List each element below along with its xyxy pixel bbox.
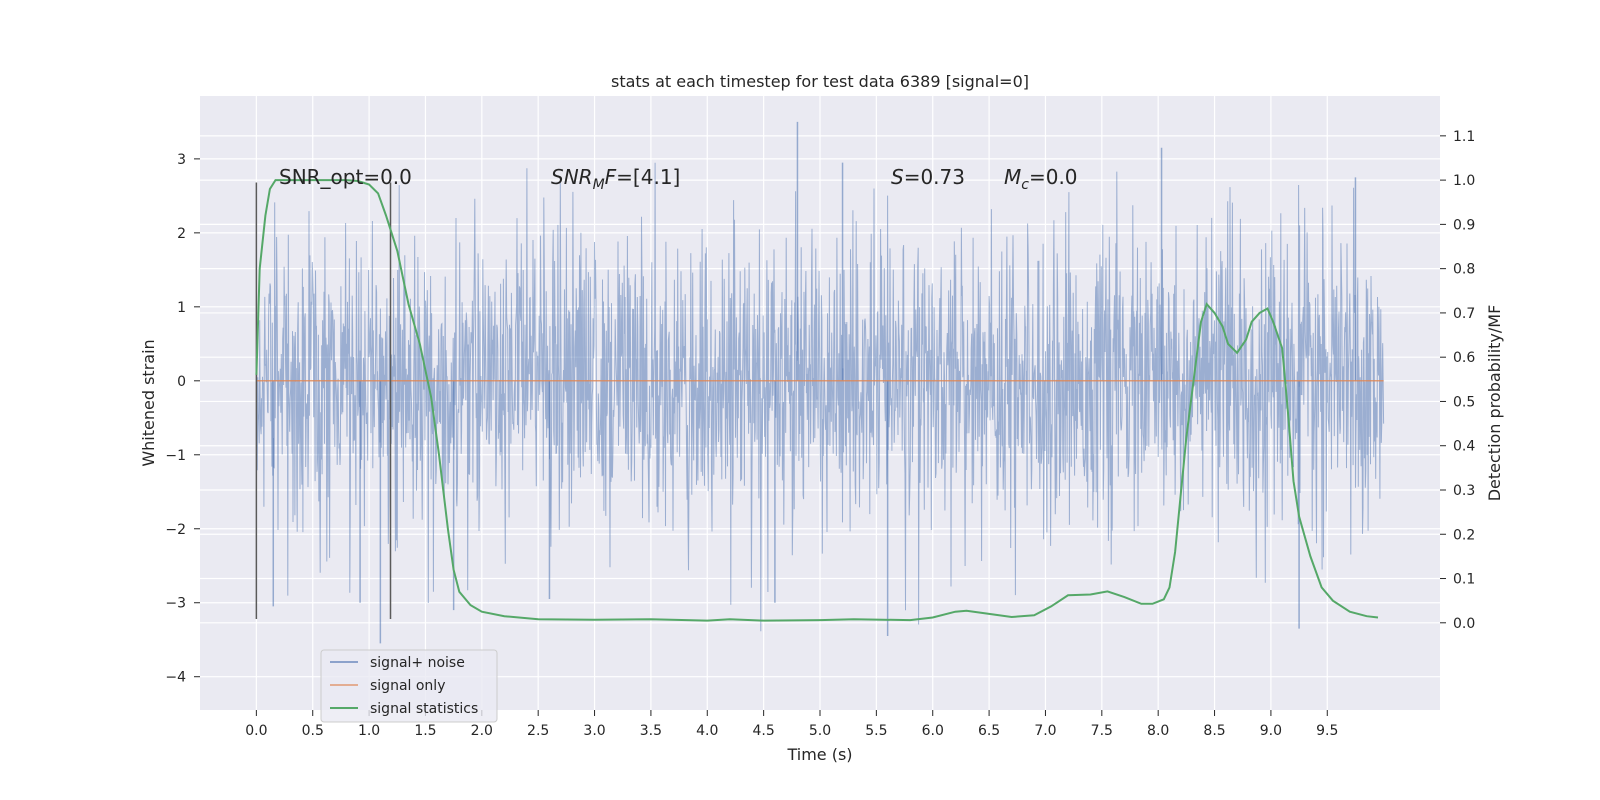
y-left-tick-label: −1 bbox=[165, 448, 186, 464]
y-right-tick-label: 0.5 bbox=[1453, 394, 1475, 410]
x-tick-label: 5.5 bbox=[865, 723, 887, 739]
y-right-tick-label: 0.3 bbox=[1453, 483, 1475, 499]
annotation-s-value: =0.73 bbox=[904, 165, 965, 189]
y-left-tick-label: −3 bbox=[165, 596, 186, 612]
legend-label-signal-statistics: signal statistics bbox=[370, 701, 478, 717]
x-tick-label: 7.0 bbox=[1034, 723, 1056, 739]
x-tick-label: 6.5 bbox=[978, 723, 1000, 739]
y-right-tick-label: 0.4 bbox=[1453, 439, 1475, 455]
annotation-snr-opt: SNR_opt=0.0 bbox=[279, 165, 412, 189]
x-tick-label: 3.5 bbox=[640, 723, 662, 739]
x-tick-label: 8.5 bbox=[1203, 723, 1225, 739]
annotations: SNR_opt=0.0 SNRMF=[4.1] S=0.73 Mc=0.0 bbox=[279, 165, 1078, 193]
annotation-snr-mf-snr: SNR bbox=[551, 165, 593, 189]
annotation-snr-mf-f: F bbox=[605, 165, 617, 189]
vertical-markers bbox=[255, 182, 392, 620]
y-right-tick-label: 0.6 bbox=[1453, 350, 1475, 366]
y-axis-left-label: Whitened strain bbox=[139, 339, 158, 466]
annotation-mc: Mc=0.0 bbox=[1004, 165, 1078, 193]
annotation-mc-symbol: M bbox=[1004, 165, 1021, 189]
tick-labels: 0.0 0.5 1.0 1.5 2.0 2.5 3.0 3.5 4.0 4.5 5.0 5.5 6.0 6… bbox=[165, 129, 1475, 739]
y-left-tick-label: 0 bbox=[177, 374, 186, 390]
x-axis-label: Time (s) bbox=[786, 745, 852, 764]
x-tick-label: 2.0 bbox=[471, 723, 493, 739]
x-tick-label: 6.0 bbox=[922, 723, 944, 739]
y-right-tick-label: 0.2 bbox=[1453, 527, 1475, 543]
annotation-snr-mf: SNRMF=[4.1] bbox=[551, 165, 680, 193]
y-right-tick-label: 1.0 bbox=[1453, 173, 1475, 189]
x-tick-label: 7.5 bbox=[1091, 723, 1113, 739]
legend-label-signal-only: signal only bbox=[370, 678, 445, 694]
y-axis-right-label: Detection probability/MF bbox=[1485, 305, 1504, 502]
y-right-tick-label: 0.8 bbox=[1453, 262, 1475, 278]
annotation-snr-mf-value: =[4.1] bbox=[616, 165, 680, 189]
y-left-tick-label: −4 bbox=[165, 670, 186, 686]
annotation-snr-mf-sub: M bbox=[593, 177, 605, 193]
annotation-s: S=0.73 bbox=[891, 165, 965, 189]
annotation-mc-sub: c bbox=[1021, 177, 1029, 193]
x-tick-label: 8.0 bbox=[1147, 723, 1169, 739]
x-tick-label: 1.0 bbox=[358, 723, 380, 739]
annotation-mc-value: =0.0 bbox=[1029, 165, 1078, 189]
x-tick-label: 4.5 bbox=[753, 723, 775, 739]
y-right-tick-label: 1.1 bbox=[1453, 129, 1475, 145]
y-left-tick-label: 1 bbox=[177, 300, 186, 316]
annotation-s-symbol: S bbox=[891, 165, 904, 189]
x-tick-label: 3.0 bbox=[583, 723, 605, 739]
series-signal-statistics bbox=[255, 179, 1379, 622]
y-right-tick-label: 0.0 bbox=[1453, 616, 1475, 632]
legend: signal+ noise signal only signal statist… bbox=[320, 649, 498, 723]
y-left-tick-label: 3 bbox=[177, 152, 186, 168]
legend-box bbox=[320, 649, 498, 723]
chart-title: stats at each timestep for test data 638… bbox=[611, 72, 1029, 91]
y-right-tick-label: 0.9 bbox=[1453, 217, 1475, 233]
x-tick-label: 1.5 bbox=[414, 723, 436, 739]
x-tick-label: 9.0 bbox=[1260, 723, 1282, 739]
x-tick-label: 5.0 bbox=[809, 723, 831, 739]
y-right-tick-label: 0.1 bbox=[1453, 572, 1475, 588]
y-left-tick-label: 2 bbox=[177, 226, 186, 242]
x-tick-label: 0.5 bbox=[302, 723, 324, 739]
signal-statistics-line bbox=[255, 179, 1379, 622]
x-tick-label: 0.0 bbox=[245, 723, 267, 739]
y-right-tick-label: 0.7 bbox=[1453, 306, 1475, 322]
x-tick-label: 9.5 bbox=[1316, 723, 1338, 739]
legend-label-signal-plus-noise: signal+ noise bbox=[370, 655, 465, 671]
y-left-tick-label: −2 bbox=[165, 522, 186, 538]
x-tick-label: 2.5 bbox=[527, 723, 549, 739]
x-tick-label: 4.0 bbox=[696, 723, 718, 739]
